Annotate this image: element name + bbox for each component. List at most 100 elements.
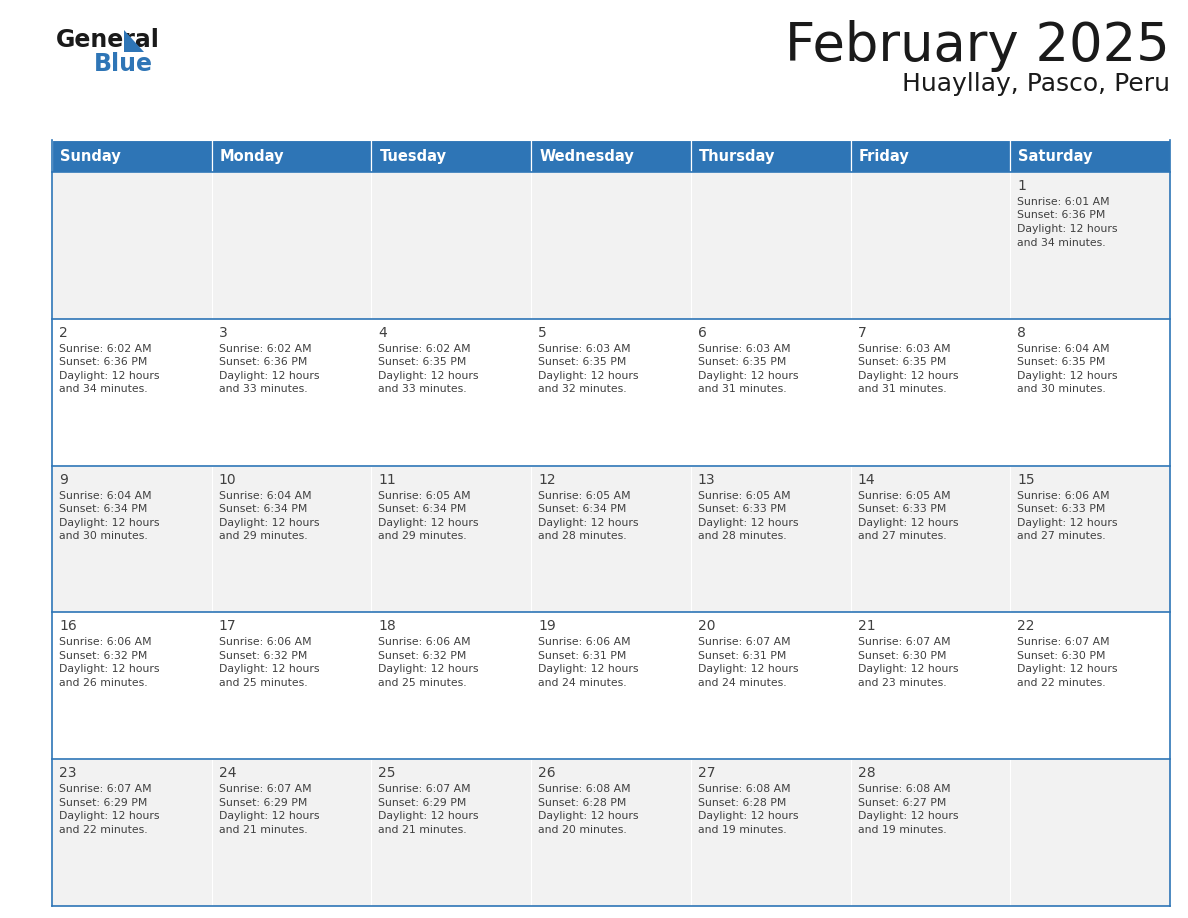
- Text: Sunrise: 6:02 AM: Sunrise: 6:02 AM: [59, 344, 152, 353]
- Text: and 28 minutes.: and 28 minutes.: [697, 532, 786, 541]
- Text: Daylight: 12 hours: Daylight: 12 hours: [697, 812, 798, 822]
- Text: Sunset: 6:32 PM: Sunset: 6:32 PM: [59, 651, 147, 661]
- Text: Tuesday: Tuesday: [379, 149, 447, 163]
- Bar: [851, 465, 1010, 612]
- Bar: [211, 759, 372, 906]
- Text: Monday: Monday: [220, 149, 284, 163]
- Text: 2: 2: [59, 326, 68, 340]
- Text: Daylight: 12 hours: Daylight: 12 hours: [219, 371, 320, 381]
- Text: Daylight: 12 hours: Daylight: 12 hours: [1017, 371, 1118, 381]
- Text: and 27 minutes.: and 27 minutes.: [1017, 532, 1106, 541]
- Text: Sunrise: 6:08 AM: Sunrise: 6:08 AM: [697, 784, 790, 794]
- Text: Sunrise: 6:06 AM: Sunrise: 6:06 AM: [59, 637, 152, 647]
- Bar: [1010, 759, 1170, 906]
- Text: Sunday: Sunday: [61, 149, 121, 163]
- Text: Daylight: 12 hours: Daylight: 12 hours: [538, 371, 639, 381]
- Text: and 21 minutes.: and 21 minutes.: [219, 824, 308, 834]
- Text: Daylight: 12 hours: Daylight: 12 hours: [858, 518, 958, 528]
- Text: 3: 3: [219, 326, 227, 340]
- Text: Daylight: 12 hours: Daylight: 12 hours: [1017, 518, 1118, 528]
- Text: Sunset: 6:33 PM: Sunset: 6:33 PM: [858, 504, 946, 514]
- Text: 6: 6: [697, 326, 707, 340]
- Text: Daylight: 12 hours: Daylight: 12 hours: [1017, 224, 1118, 234]
- Text: Sunset: 6:32 PM: Sunset: 6:32 PM: [379, 651, 467, 661]
- Text: Sunset: 6:36 PM: Sunset: 6:36 PM: [59, 357, 147, 367]
- Text: 22: 22: [1017, 620, 1035, 633]
- Text: General: General: [56, 28, 160, 52]
- Text: Sunset: 6:27 PM: Sunset: 6:27 PM: [858, 798, 946, 808]
- Bar: [691, 465, 851, 612]
- Bar: [372, 172, 531, 319]
- Text: 23: 23: [59, 767, 76, 780]
- Text: Sunset: 6:31 PM: Sunset: 6:31 PM: [538, 651, 626, 661]
- Text: Sunrise: 6:07 AM: Sunrise: 6:07 AM: [59, 784, 152, 794]
- Text: 27: 27: [697, 767, 715, 780]
- Bar: [1010, 172, 1170, 319]
- Text: Sunset: 6:29 PM: Sunset: 6:29 PM: [219, 798, 307, 808]
- Bar: [851, 612, 1010, 759]
- Text: Sunrise: 6:01 AM: Sunrise: 6:01 AM: [1017, 197, 1110, 207]
- Text: Saturday: Saturday: [1018, 149, 1093, 163]
- Text: and 23 minutes.: and 23 minutes.: [858, 677, 946, 688]
- Text: Sunset: 6:34 PM: Sunset: 6:34 PM: [59, 504, 147, 514]
- Text: Sunset: 6:31 PM: Sunset: 6:31 PM: [697, 651, 786, 661]
- Text: Sunrise: 6:05 AM: Sunrise: 6:05 AM: [697, 490, 790, 500]
- Text: and 34 minutes.: and 34 minutes.: [59, 385, 147, 395]
- Text: Daylight: 12 hours: Daylight: 12 hours: [697, 665, 798, 675]
- Text: Sunrise: 6:03 AM: Sunrise: 6:03 AM: [538, 344, 631, 353]
- Text: Sunrise: 6:06 AM: Sunrise: 6:06 AM: [379, 637, 472, 647]
- Text: Sunset: 6:32 PM: Sunset: 6:32 PM: [219, 651, 307, 661]
- Text: Sunrise: 6:02 AM: Sunrise: 6:02 AM: [219, 344, 311, 353]
- Text: Sunrise: 6:04 AM: Sunrise: 6:04 AM: [1017, 344, 1110, 353]
- Text: and 28 minutes.: and 28 minutes.: [538, 532, 627, 541]
- Text: Daylight: 12 hours: Daylight: 12 hours: [858, 812, 958, 822]
- Text: Daylight: 12 hours: Daylight: 12 hours: [59, 665, 159, 675]
- Text: Sunrise: 6:07 AM: Sunrise: 6:07 AM: [1017, 637, 1110, 647]
- Text: 28: 28: [858, 767, 876, 780]
- Text: 7: 7: [858, 326, 866, 340]
- Bar: [211, 140, 372, 172]
- Text: 12: 12: [538, 473, 556, 487]
- Text: Daylight: 12 hours: Daylight: 12 hours: [219, 518, 320, 528]
- Text: and 30 minutes.: and 30 minutes.: [59, 532, 147, 541]
- Text: 9: 9: [59, 473, 68, 487]
- Text: Daylight: 12 hours: Daylight: 12 hours: [538, 518, 639, 528]
- Bar: [372, 612, 531, 759]
- Text: Daylight: 12 hours: Daylight: 12 hours: [697, 371, 798, 381]
- Text: and 27 minutes.: and 27 minutes.: [858, 532, 946, 541]
- Bar: [52, 612, 211, 759]
- Text: and 19 minutes.: and 19 minutes.: [697, 824, 786, 834]
- Bar: [1010, 465, 1170, 612]
- Text: Blue: Blue: [94, 52, 153, 76]
- Text: Sunset: 6:28 PM: Sunset: 6:28 PM: [538, 798, 626, 808]
- Text: Sunrise: 6:03 AM: Sunrise: 6:03 AM: [697, 344, 790, 353]
- Text: Sunset: 6:34 PM: Sunset: 6:34 PM: [379, 504, 467, 514]
- Bar: [1010, 140, 1170, 172]
- Text: 13: 13: [697, 473, 715, 487]
- Text: Sunset: 6:35 PM: Sunset: 6:35 PM: [379, 357, 467, 367]
- Text: February 2025: February 2025: [785, 20, 1170, 72]
- Text: 21: 21: [858, 620, 876, 633]
- Text: Sunrise: 6:07 AM: Sunrise: 6:07 AM: [219, 784, 311, 794]
- Text: and 33 minutes.: and 33 minutes.: [379, 385, 467, 395]
- Text: Sunset: 6:29 PM: Sunset: 6:29 PM: [379, 798, 467, 808]
- Text: and 20 minutes.: and 20 minutes.: [538, 824, 627, 834]
- Text: Sunset: 6:35 PM: Sunset: 6:35 PM: [697, 357, 786, 367]
- Bar: [52, 759, 211, 906]
- Polygon shape: [124, 30, 144, 52]
- Text: 4: 4: [379, 326, 387, 340]
- Bar: [531, 759, 691, 906]
- Text: 18: 18: [379, 620, 396, 633]
- Text: and 25 minutes.: and 25 minutes.: [219, 677, 308, 688]
- Text: Daylight: 12 hours: Daylight: 12 hours: [858, 665, 958, 675]
- Text: Sunrise: 6:06 AM: Sunrise: 6:06 AM: [219, 637, 311, 647]
- Bar: [851, 319, 1010, 465]
- Text: 8: 8: [1017, 326, 1026, 340]
- Text: Sunset: 6:36 PM: Sunset: 6:36 PM: [219, 357, 307, 367]
- Text: Sunrise: 6:04 AM: Sunrise: 6:04 AM: [219, 490, 311, 500]
- Text: Sunset: 6:36 PM: Sunset: 6:36 PM: [1017, 210, 1106, 220]
- Text: Daylight: 12 hours: Daylight: 12 hours: [538, 812, 639, 822]
- Text: Daylight: 12 hours: Daylight: 12 hours: [379, 518, 479, 528]
- Text: Sunset: 6:30 PM: Sunset: 6:30 PM: [858, 651, 946, 661]
- Text: Daylight: 12 hours: Daylight: 12 hours: [59, 518, 159, 528]
